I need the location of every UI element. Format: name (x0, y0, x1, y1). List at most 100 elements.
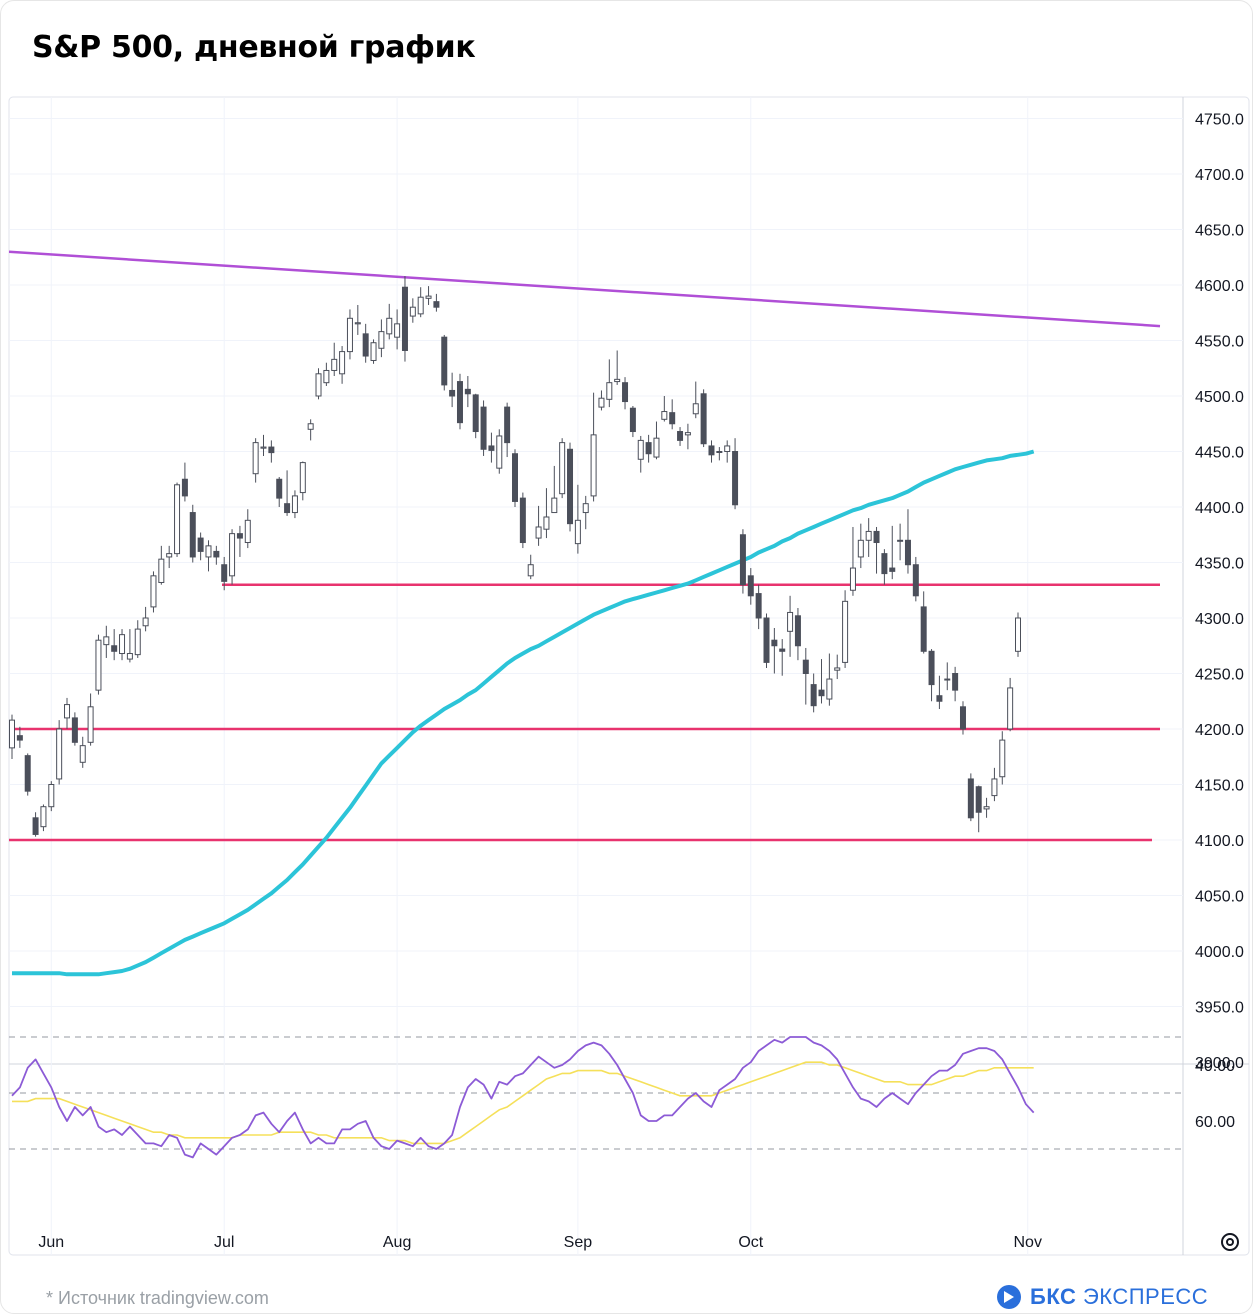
candle-body (480, 406, 487, 450)
candle-body (999, 739, 1006, 778)
candle (944, 662, 951, 691)
price-tick-label: 4000.0 (1195, 944, 1244, 961)
candle-body (912, 564, 919, 597)
rsi-tick-label: 60.00 (1195, 1114, 1235, 1131)
price-tick-label: 4450.0 (1195, 445, 1244, 462)
candle-body (684, 432, 691, 436)
candle-body (87, 706, 94, 743)
candle-body (794, 615, 801, 647)
candle-body (205, 545, 212, 558)
candle-body (213, 550, 220, 558)
candle (378, 319, 385, 358)
candle (936, 675, 943, 710)
candle-body (582, 503, 589, 514)
candle-body (857, 539, 864, 558)
price-tick-label: 4250.0 (1195, 667, 1244, 684)
candle (87, 693, 94, 746)
candle (456, 373, 463, 430)
candle (362, 323, 369, 363)
main-series (9, 250, 1161, 977)
candle-body (842, 600, 849, 663)
candle-body (417, 296, 424, 315)
candle (331, 342, 338, 377)
candle (999, 731, 1006, 785)
candle (472, 393, 479, 439)
candle-body (535, 526, 542, 539)
brand-logo-icon (997, 1285, 1021, 1309)
candle (9, 714, 15, 759)
candle-body (268, 446, 275, 454)
candle (920, 591, 927, 654)
candle (967, 773, 974, 822)
candle (614, 350, 621, 385)
price-tick-label: 4350.0 (1195, 556, 1244, 573)
candle-body (252, 442, 259, 475)
candle (873, 526, 880, 574)
candle-body (598, 397, 605, 408)
candle-body (24, 755, 31, 792)
candle (983, 797, 990, 818)
candle (48, 781, 55, 812)
candle (346, 309, 353, 360)
candle-body (622, 382, 629, 403)
candle-body (975, 786, 982, 813)
candle-body (692, 403, 699, 415)
candle-body (307, 423, 314, 430)
candle (622, 377, 629, 410)
candle-body (991, 778, 998, 797)
candle-body (488, 445, 495, 451)
candle (291, 490, 298, 519)
candle-body (354, 322, 361, 325)
candle-body (40, 806, 47, 828)
candle (818, 659, 825, 704)
candle-body (260, 446, 267, 449)
candle-body (787, 611, 794, 632)
price-tick-label: 4600.0 (1195, 278, 1244, 295)
brand: БКС ЭКСПРЕСС (996, 1284, 1208, 1310)
candle (865, 518, 872, 557)
candle (912, 556, 919, 602)
candle-body (967, 778, 974, 819)
candle (567, 442, 574, 532)
candle (111, 629, 118, 661)
candle (904, 509, 911, 574)
candle (409, 298, 416, 323)
candle-body (394, 323, 401, 338)
candle (16, 726, 23, 748)
candle-body (755, 593, 762, 619)
candle (677, 427, 684, 446)
price-tick-label: 4050.0 (1195, 889, 1244, 906)
candle (810, 673, 817, 713)
chart-title: S&P 500, дневной график (32, 30, 476, 65)
candle-body (897, 539, 904, 542)
candle (315, 368, 322, 400)
candle-body (331, 358, 338, 371)
candle-body (802, 659, 809, 674)
candle-body (346, 317, 353, 353)
candle (551, 465, 558, 514)
candle (221, 556, 228, 591)
candle-body (456, 381, 463, 424)
candle (574, 484, 581, 554)
candle (952, 666, 959, 702)
candle (307, 419, 314, 441)
candle-body (763, 617, 770, 663)
price-tick-label: 4150.0 (1195, 778, 1244, 795)
candle (119, 629, 126, 661)
candle-body (134, 628, 141, 656)
candle (284, 470, 291, 516)
candle (394, 309, 401, 350)
candle (1015, 612, 1021, 657)
candle (543, 488, 550, 539)
candle-body (732, 451, 739, 506)
candle-body (150, 575, 157, 608)
candle-body (16, 735, 23, 741)
month-label: Jun (38, 1234, 64, 1251)
candle-body (629, 407, 636, 433)
candle-body (276, 478, 283, 499)
candle (504, 402, 511, 458)
candle-body (189, 512, 196, 558)
candle (32, 812, 39, 837)
candle (582, 495, 589, 530)
